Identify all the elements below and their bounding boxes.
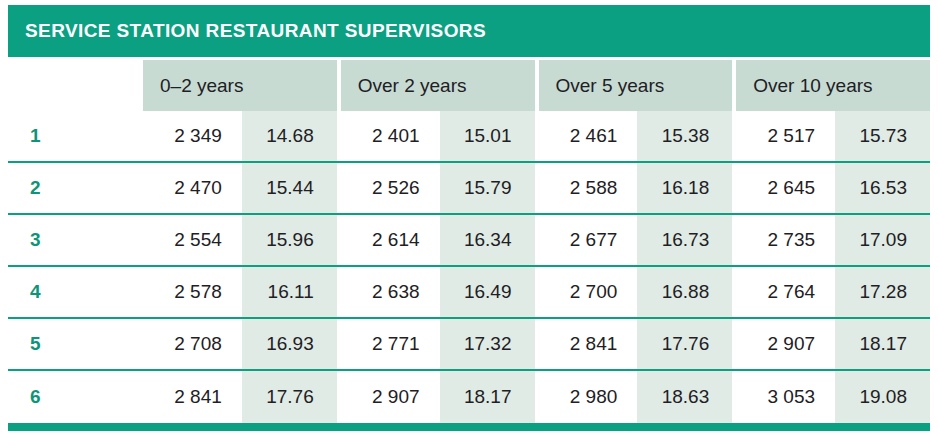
row-level: 6 — [30, 386, 41, 408]
cell-group-over-10-years: 2 735 17.09 — [736, 215, 930, 265]
rate-cell: 15.01 — [440, 111, 535, 161]
row-level: 3 — [30, 229, 41, 251]
amount-cell: 2 645 — [736, 163, 835, 213]
column-header-over-10-years: Over 10 years — [736, 60, 930, 111]
amount-cell: 2 907 — [736, 319, 835, 369]
cell-group-over-2-years: 2 614 16.34 — [341, 215, 535, 265]
header-corner-cell — [8, 60, 139, 111]
cell-group-over-5-years: 2 700 16.88 — [539, 267, 733, 317]
amount-cell: 2 526 — [341, 163, 440, 213]
amount-cell: 2 638 — [341, 267, 440, 317]
amount-cell: 2 980 — [539, 371, 638, 423]
cell-group-0-2-years: 2 349 14.68 — [143, 111, 337, 161]
column-header-0-2-years: 0–2 years — [143, 60, 337, 111]
page-title: SERVICE STATION RESTAURANT SUPERVISORS — [25, 20, 486, 42]
amount-cell: 2 677 — [539, 215, 638, 265]
cell-group-over-5-years: 2 461 15.38 — [539, 111, 733, 161]
rate-cell: 15.73 — [835, 111, 930, 161]
rate-cell: 17.28 — [835, 267, 930, 317]
cell-group-over-2-years: 2 907 18.17 — [341, 371, 535, 423]
column-header-over-2-years: Over 2 years — [341, 60, 535, 111]
cell-group-over-10-years: 2 645 16.53 — [736, 163, 930, 213]
column-header-row: 0–2 years Over 2 years Over 5 years Over… — [8, 60, 930, 111]
amount-cell: 2 461 — [539, 111, 638, 161]
rate-cell: 15.79 — [440, 163, 535, 213]
amount-cell: 3 053 — [736, 371, 835, 423]
amount-cell: 2 578 — [143, 267, 242, 317]
rate-cell: 16.53 — [835, 163, 930, 213]
table-bottom-bar — [8, 423, 930, 431]
rate-cell: 14.68 — [242, 111, 337, 161]
rate-cell: 17.76 — [242, 371, 337, 423]
amount-cell: 2 614 — [341, 215, 440, 265]
table-row: 6 2 841 17.76 2 907 18.17 2 980 18.63 3 … — [8, 371, 930, 423]
row-level: 2 — [30, 177, 41, 199]
rate-cell: 16.11 — [242, 267, 337, 317]
cell-group-over-2-years: 2 526 15.79 — [341, 163, 535, 213]
row-level: 1 — [30, 125, 41, 147]
table-row: 5 2 708 16.93 2 771 17.32 2 841 17.76 2 … — [8, 319, 930, 371]
table-title-bar: SERVICE STATION RESTAURANT SUPERVISORS — [8, 5, 930, 57]
cell-group-over-5-years: 2 980 18.63 — [539, 371, 733, 423]
rate-cell: 15.38 — [637, 111, 732, 161]
cell-group-0-2-years: 2 841 17.76 — [143, 371, 337, 423]
amount-cell: 2 349 — [143, 111, 242, 161]
amount-cell: 2 708 — [143, 319, 242, 369]
cell-group-over-10-years: 2 517 15.73 — [736, 111, 930, 161]
amount-cell: 2 841 — [539, 319, 638, 369]
amount-cell: 2 588 — [539, 163, 638, 213]
rate-cell: 16.49 — [440, 267, 535, 317]
amount-cell: 2 771 — [341, 319, 440, 369]
row-level: 4 — [30, 281, 41, 303]
wage-table: SERVICE STATION RESTAURANT SUPERVISORS 0… — [8, 5, 930, 431]
table-row: 1 2 349 14.68 2 401 15.01 2 461 15.38 2 … — [8, 111, 930, 163]
cell-group-over-10-years: 2 764 17.28 — [736, 267, 930, 317]
amount-cell: 2 735 — [736, 215, 835, 265]
cell-group-over-2-years: 2 771 17.32 — [341, 319, 535, 369]
cell-group-over-5-years: 2 588 16.18 — [539, 163, 733, 213]
rate-cell: 18.17 — [835, 319, 930, 369]
amount-cell: 2 700 — [539, 267, 638, 317]
rate-cell: 18.63 — [637, 371, 732, 423]
cell-group-over-2-years: 2 401 15.01 — [341, 111, 535, 161]
rate-cell: 16.34 — [440, 215, 535, 265]
amount-cell: 2 841 — [143, 371, 242, 423]
amount-cell: 2 470 — [143, 163, 242, 213]
amount-cell: 2 401 — [341, 111, 440, 161]
rate-cell: 16.93 — [242, 319, 337, 369]
cell-group-0-2-years: 2 708 16.93 — [143, 319, 337, 369]
rate-cell: 15.44 — [242, 163, 337, 213]
cell-group-over-5-years: 2 677 16.73 — [539, 215, 733, 265]
rate-cell: 17.09 — [835, 215, 930, 265]
cell-group-0-2-years: 2 578 16.11 — [143, 267, 337, 317]
rate-cell: 19.08 — [835, 371, 930, 423]
rate-cell: 16.18 — [637, 163, 732, 213]
row-level: 5 — [30, 333, 41, 355]
amount-cell: 2 517 — [736, 111, 835, 161]
rate-cell: 16.88 — [637, 267, 732, 317]
amount-cell: 2 554 — [143, 215, 242, 265]
column-header-over-5-years: Over 5 years — [539, 60, 733, 111]
cell-group-over-5-years: 2 841 17.76 — [539, 319, 733, 369]
cell-group-over-10-years: 2 907 18.17 — [736, 319, 930, 369]
table-row: 4 2 578 16.11 2 638 16.49 2 700 16.88 2 … — [8, 267, 930, 319]
rate-cell: 18.17 — [440, 371, 535, 423]
table-row: 3 2 554 15.96 2 614 16.34 2 677 16.73 2 … — [8, 215, 930, 267]
cell-group-over-10-years: 3 053 19.08 — [736, 371, 930, 423]
cell-group-over-2-years: 2 638 16.49 — [341, 267, 535, 317]
cell-group-0-2-years: 2 554 15.96 — [143, 215, 337, 265]
rate-cell: 17.32 — [440, 319, 535, 369]
cell-group-0-2-years: 2 470 15.44 — [143, 163, 337, 213]
table-row: 2 2 470 15.44 2 526 15.79 2 588 16.18 2 … — [8, 163, 930, 215]
rate-cell: 17.76 — [637, 319, 732, 369]
amount-cell: 2 764 — [736, 267, 835, 317]
rate-cell: 16.73 — [637, 215, 732, 265]
amount-cell: 2 907 — [341, 371, 440, 423]
rate-cell: 15.96 — [242, 215, 337, 265]
